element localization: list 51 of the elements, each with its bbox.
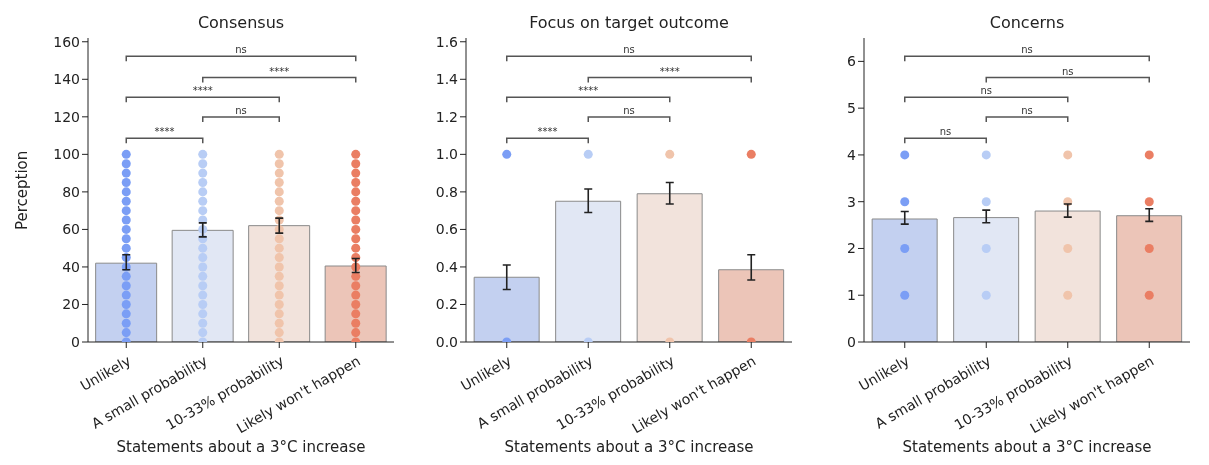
chart-title: Consensus: [197, 13, 285, 32]
y-tick-label: 1.6: [435, 33, 459, 50]
y-tick-label: 3: [847, 193, 856, 210]
y-tick-label: 120: [53, 108, 80, 125]
annotation: ****: [192, 85, 213, 97]
y-tick-label: 140: [53, 71, 80, 88]
annotation: ****: [578, 85, 599, 97]
y-tick-label: 2: [847, 240, 856, 257]
annotation: ns: [623, 44, 635, 56]
x-axis-title: Statements about a 3°C increase: [902, 438, 1152, 456]
bar: [636, 193, 703, 342]
chart-title: Focus on target outcome: [529, 13, 729, 32]
y-tick-label: 160: [53, 33, 80, 50]
y-tick-label: 5: [847, 100, 856, 117]
y-tick-label: 0: [847, 333, 856, 350]
y-tick-label: 0.6: [435, 221, 459, 238]
annotation: ns: [1021, 105, 1033, 117]
y-tick-label: 60: [62, 221, 80, 238]
y-tick-label: 0.8: [435, 183, 458, 200]
y-tick-label: 40: [62, 258, 80, 275]
bar: [473, 276, 540, 342]
annotation: ns: [235, 44, 247, 56]
y-axis-title: Perception: [13, 150, 32, 230]
y-tick-label: 0.2: [435, 296, 458, 313]
y-tick-label: 0.4: [435, 258, 459, 275]
annotation: ns: [939, 126, 952, 138]
annotation: ****: [659, 65, 680, 77]
annotation: ns: [1021, 44, 1033, 56]
bar: [718, 269, 785, 342]
annotation: ns: [1061, 65, 1074, 77]
annotation: ****: [269, 65, 290, 77]
annotation: ****: [537, 126, 558, 138]
y-tick-label: 1: [847, 287, 856, 304]
chart-title: Concerns: [989, 13, 1065, 32]
y-tick-label: 20: [62, 296, 80, 313]
annotation: ns: [980, 85, 993, 97]
y-tick-label: 0: [71, 333, 80, 350]
y-tick-label: 4: [847, 146, 857, 163]
annotation: ****: [154, 126, 175, 138]
x-axis-title: Statements about a 3°C increase: [504, 438, 754, 456]
bar: [555, 200, 622, 342]
annotation: ns: [235, 105, 247, 117]
y-tick-label: 0.0: [435, 333, 458, 350]
y-tick-label: 100: [53, 146, 80, 163]
annotation: ns: [623, 105, 635, 117]
y-tick-label: 1.0: [435, 146, 458, 163]
y-tick-label: 80: [62, 183, 80, 200]
x-axis-title: Statements about a 3°C increase: [116, 438, 366, 456]
y-tick-label: 1.4: [435, 71, 459, 88]
y-tick-label: 6: [847, 53, 857, 70]
y-tick-label: 1.2: [435, 108, 458, 125]
